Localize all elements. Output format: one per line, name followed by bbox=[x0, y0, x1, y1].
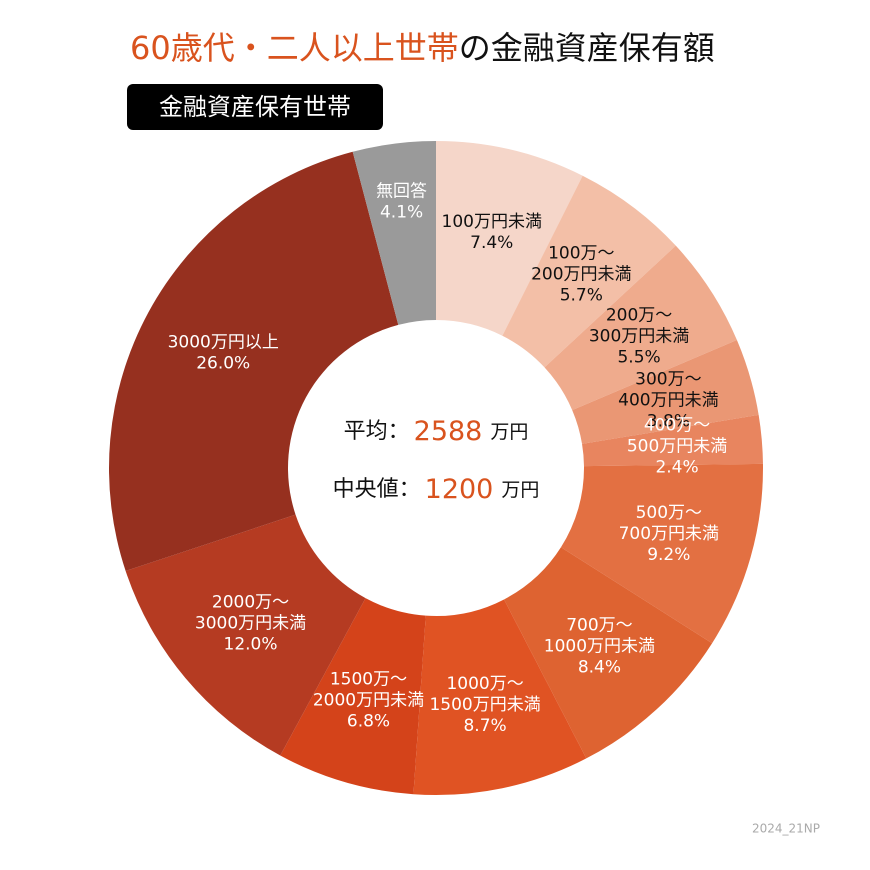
value-label: 6.8% bbox=[347, 711, 390, 731]
slice-label-line: 400万〜 bbox=[644, 416, 710, 436]
center-unit: 万円 bbox=[490, 421, 528, 443]
slice-label-line: 500万円未満 bbox=[627, 437, 727, 457]
slice-label-line: 1000万円未満 bbox=[544, 636, 655, 656]
value-label: 8.7% bbox=[463, 716, 506, 736]
donut-slice bbox=[436, 141, 583, 336]
slice-label: 2000万〜 3000万円未満 bbox=[195, 592, 306, 633]
slice-label-line: 300万〜 bbox=[635, 369, 701, 389]
title-part: 60歳代・二人以上世帯 bbox=[130, 29, 459, 67]
donut-slice bbox=[108, 151, 399, 572]
slice-label-line: 3000万円以上 bbox=[168, 332, 279, 352]
center-unit: 万円 bbox=[501, 479, 539, 501]
center-stat: 中央値： 1200 万円 bbox=[333, 474, 540, 505]
subtitle-badge bbox=[127, 84, 383, 130]
slice-label-line: 2000万〜 bbox=[212, 592, 289, 612]
slice-label: 3000万円以上 bbox=[168, 332, 279, 352]
value-label: 5.7% bbox=[560, 285, 603, 305]
slice-label: 200万〜 300万円未満 bbox=[589, 305, 689, 346]
donut-slice bbox=[582, 414, 763, 467]
slice-label-line: 1500万円未満 bbox=[429, 695, 540, 715]
donut-slice bbox=[560, 463, 763, 644]
donut-slice bbox=[544, 245, 737, 411]
footer: 2024_21NP bbox=[752, 822, 820, 836]
slice-label: 100万〜 200万円未満 bbox=[531, 243, 631, 284]
center-value: 2588 bbox=[414, 416, 483, 447]
value-label: 8.4% bbox=[578, 657, 621, 677]
slice-label-line: 3000万円未満 bbox=[195, 613, 306, 633]
slice-label-line: 100万円未満 bbox=[442, 212, 542, 232]
donut-slice bbox=[125, 514, 366, 756]
slice-label-line: 200万〜 bbox=[606, 305, 672, 325]
center-label: 中央値： bbox=[333, 477, 421, 502]
slice-label-line: 無回答 bbox=[376, 182, 427, 202]
value-label: 7.4% bbox=[470, 233, 513, 253]
title-part: の金融資産保有額 bbox=[459, 29, 715, 67]
donut-slice bbox=[280, 598, 426, 795]
slice-label: 300万〜 400万円未満 bbox=[618, 369, 718, 410]
slice-label: 400万〜 500万円未満 bbox=[627, 416, 727, 457]
center-value: 1200 bbox=[425, 474, 494, 505]
subtitle: 金融資産保有世帯 bbox=[159, 93, 351, 121]
value-label: 26.0% bbox=[196, 353, 250, 373]
slice-label: 無回答 bbox=[376, 182, 427, 202]
slice-label-line: 700万円未満 bbox=[619, 524, 719, 544]
donut-slice bbox=[413, 599, 587, 795]
donut-slice bbox=[352, 141, 436, 325]
value-label: 9.2% bbox=[647, 545, 690, 565]
slice-label: 1500万〜 2000万円未満 bbox=[313, 669, 424, 710]
value-label: 5.5% bbox=[617, 347, 660, 367]
slice-label-line: 400万円未満 bbox=[618, 390, 718, 410]
slice-label-line: 200万円未満 bbox=[531, 264, 631, 284]
value-label: 4.1% bbox=[380, 203, 423, 223]
donut-slice bbox=[572, 340, 759, 444]
center-stat: 平均： 2588 万円 bbox=[344, 416, 529, 447]
donut-slice bbox=[504, 547, 713, 759]
slice-label-line: 700万〜 bbox=[566, 615, 632, 635]
slice-label-line: 500万〜 bbox=[636, 503, 702, 523]
slice-label: 500万〜 700万円未満 bbox=[619, 503, 719, 544]
slice-label: 100万円未満 bbox=[442, 212, 542, 232]
slice-label-line: 1500万〜 bbox=[330, 669, 407, 689]
slice-label-line: 100万〜 bbox=[548, 243, 614, 263]
slice-label-line: 300万円未満 bbox=[589, 326, 689, 346]
donut-slice bbox=[502, 175, 676, 368]
slice-label-line: 2000万円未満 bbox=[313, 690, 424, 710]
center-label: 平均： bbox=[344, 419, 410, 444]
slice-label: 700万〜 1000万円未満 bbox=[544, 615, 655, 656]
value-label: 2.4% bbox=[655, 458, 698, 478]
value-label: 3.8% bbox=[647, 411, 690, 431]
value-label: 12.0% bbox=[224, 634, 278, 654]
chart-title: 60歳代・二人以上世帯の金融資産保有額 bbox=[130, 29, 715, 67]
slice-label-line: 1000万〜 bbox=[446, 674, 523, 694]
slice-label: 1000万〜 1500万円未満 bbox=[429, 674, 540, 715]
